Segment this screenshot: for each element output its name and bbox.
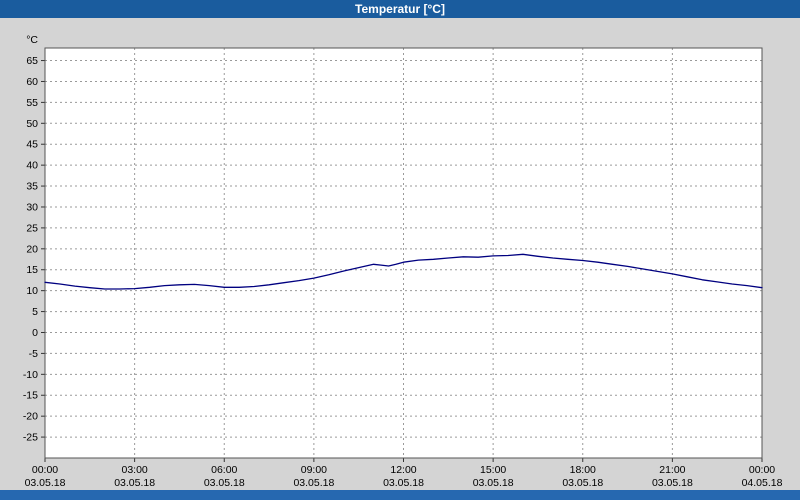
y-tick-label: 65 xyxy=(26,55,38,67)
page-title: Temperatur [°C] xyxy=(355,2,445,16)
y-tick-label: 55 xyxy=(26,97,38,109)
temperature-line xyxy=(44,253,763,290)
chart-area: 65 60 55 50 45 40 35 30 25 20 15 10 5 0 -5 -10 -15 -20 -25… xyxy=(0,18,800,490)
plot-border xyxy=(44,47,763,459)
y-tick-label: 20 xyxy=(26,243,38,255)
x-tick-date: 03.05.18 xyxy=(25,477,66,489)
y-tick-label: 10 xyxy=(26,285,38,297)
y-tick-label: 45 xyxy=(26,139,38,151)
y-tick-label: 15 xyxy=(26,264,38,276)
y-tick-label: 35 xyxy=(26,181,38,193)
y-tick-label: -10 xyxy=(23,369,38,381)
x-tick-date: 03.05.18 xyxy=(293,477,334,489)
x-tick-time: 00:00 xyxy=(749,464,775,476)
y-tick-label: 40 xyxy=(26,160,38,172)
y-tick-label: 5 xyxy=(32,306,38,318)
y-tick-label: 30 xyxy=(26,201,38,213)
window-title-bar: Temperatur [°C] xyxy=(0,0,800,18)
y-tick-label: -20 xyxy=(23,411,38,423)
bottom-bar xyxy=(0,490,800,500)
x-tick-time: 03:00 xyxy=(121,464,147,476)
temperature-chart: 65605550454035302520151050-5-10-15-20-25… xyxy=(23,34,783,489)
x-tick-time: 09:00 xyxy=(301,464,327,476)
x-tick-time: 00:00 xyxy=(32,464,58,476)
x-tick-date: 03.05.18 xyxy=(114,477,155,489)
y-tick-label: 0 xyxy=(32,327,38,339)
x-tick-time: 21:00 xyxy=(659,464,685,476)
x-tick-time: 15:00 xyxy=(480,464,506,476)
x-tick-date: 04.05.18 xyxy=(742,477,783,489)
y-tick-label: -25 xyxy=(23,432,38,444)
x-tick-date: 03.05.18 xyxy=(383,477,424,489)
x-tick-time: 18:00 xyxy=(570,464,596,476)
x-tick-date: 03.05.18 xyxy=(473,477,514,489)
y-axis-unit: °C xyxy=(26,34,38,46)
x-tick-time: 06:00 xyxy=(211,464,237,476)
y-tick-label: -5 xyxy=(29,348,38,360)
y-tick-label: 25 xyxy=(26,222,38,234)
x-tick-date: 03.05.18 xyxy=(562,477,603,489)
y-tick-label: 50 xyxy=(26,118,38,130)
y-tick-label: -15 xyxy=(23,390,38,402)
y-tick-label: 60 xyxy=(26,76,38,88)
x-tick-date: 03.05.18 xyxy=(652,477,693,489)
x-tick-time: 12:00 xyxy=(390,464,416,476)
x-tick-date: 03.05.18 xyxy=(204,477,245,489)
